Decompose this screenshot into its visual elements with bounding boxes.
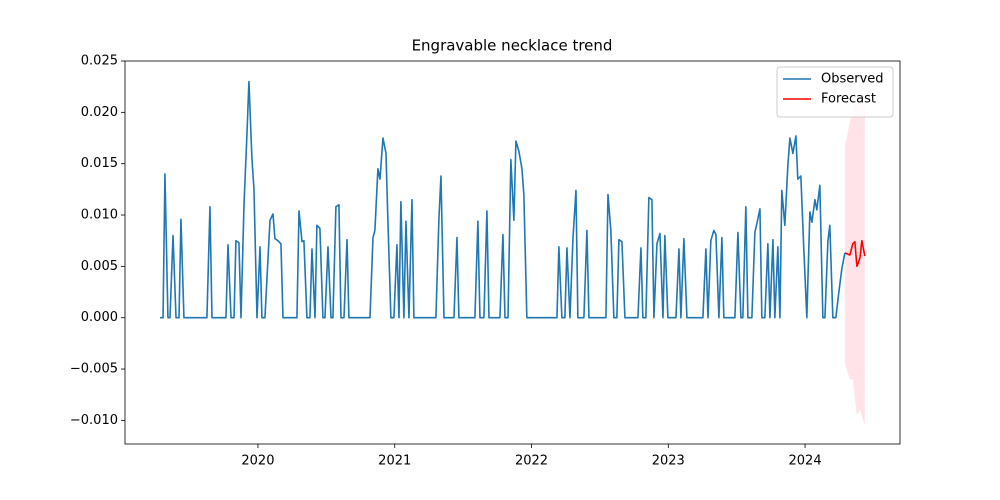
y-tick-label: 0.005	[81, 259, 118, 274]
y-tick-label: 0.020	[81, 105, 118, 120]
forecast-interval	[844, 102, 865, 426]
x-tick-label: 2020	[241, 454, 274, 469]
y-tick-label: 0.025	[81, 54, 118, 69]
series-line	[844, 239, 866, 268]
x-tick-label: 2022	[515, 454, 548, 469]
y-tick-label: −0.005	[70, 362, 118, 377]
axes-frame	[124, 60, 901, 445]
y-tick-label: 0.010	[81, 208, 118, 223]
chart-title: Engravable necklace trend	[412, 37, 613, 55]
x-tick-label: 2024	[789, 454, 822, 469]
y-tick-label: −0.010	[70, 413, 118, 428]
legend-label: Forecast	[821, 92, 876, 107]
x-tick-label: 2021	[378, 454, 411, 469]
legend-label: Observed	[821, 72, 884, 87]
y-tick-label: 0.000	[81, 310, 118, 325]
series-line	[160, 80, 846, 319]
x-tick-label: 2023	[652, 454, 685, 469]
y-tick-label: 0.015	[81, 156, 118, 171]
